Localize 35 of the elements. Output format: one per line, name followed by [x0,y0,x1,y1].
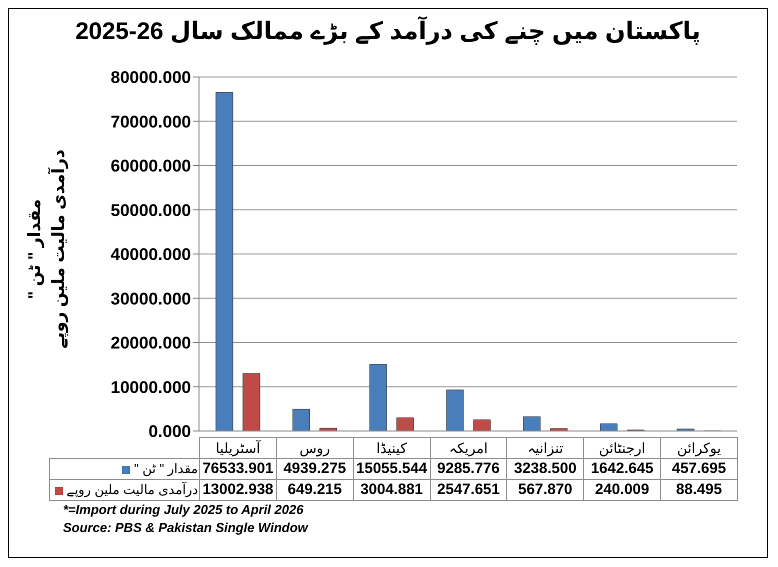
legend-label: مقدار " ٹن " [134,461,198,476]
legend-label: درآمدی مالیت ملین روپے [66,482,198,497]
x-tick-label: روس [276,438,354,458]
source-note: Source: PBS & Pakistan Single Window [63,519,308,537]
data-label: 4939.275 [276,458,354,480]
text: *=Import during July 2025 to April 2026 [63,501,304,519]
y-tick-label: 40000.000 [110,245,191,264]
data-label: 240.009 [584,480,661,500]
data-label: 1642.645 [584,458,661,480]
data-label: 567.870 [506,480,584,500]
y-axis-title: مقدار " ٹن " درآمدی مالیت ملین روپے [24,149,70,349]
data-label: 649.215 [276,480,354,500]
x-tick-label: امریکہ [430,438,507,458]
y-tick-label: 70000.000 [110,112,191,132]
y-tick-label: 10000.000 [110,378,191,397]
x-tick-label: ارجنٹائن [584,438,661,458]
data-label: 13002.938 [200,480,276,500]
data-label: 9285.776 [430,458,507,480]
y-tick-label: 0.000 [148,422,191,442]
data-label: 2547.651 [430,480,507,500]
y-tick-label: 60000.000 [110,156,191,176]
y-tick-label: 30000.000 [110,289,191,308]
x-tick-label: آسٹریلیا [200,438,276,458]
y-tick-label: 20000.000 [110,334,191,353]
y-tick-label: 50000.000 [110,200,191,220]
x-tick-label: کینیڈا [353,438,430,458]
x-tick-label: تنزانیہ [506,438,584,458]
y-tick-label: 80000.000 [110,68,191,88]
data-label: 76533.901 [200,458,276,480]
data-label: 3004.881 [353,480,430,500]
data-label: 3238.500 [506,458,584,480]
data-label: 457.695 [660,458,738,480]
data-label: 15055.544 [353,458,430,480]
data-label: 88.495 [660,480,738,500]
x-tick-label: یوکرائن [660,438,738,458]
